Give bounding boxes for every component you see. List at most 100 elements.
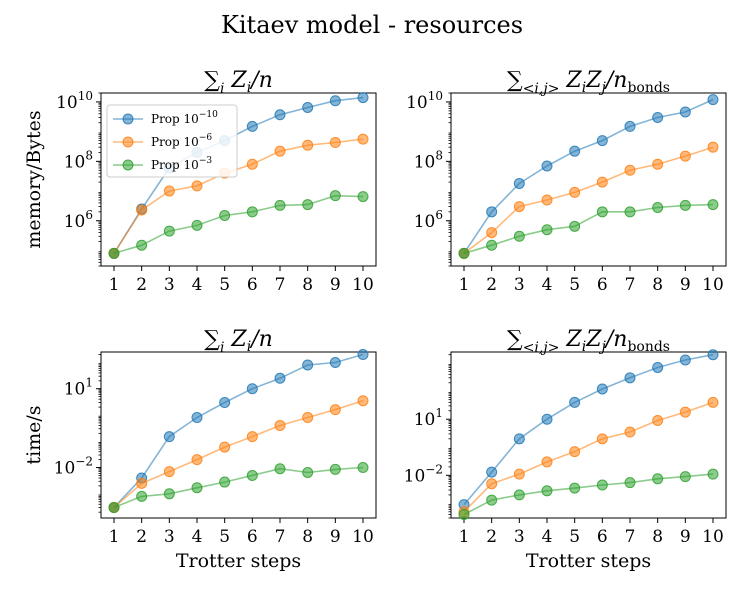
- chart-panel-3: ∑i Zi/n 10−2 101 1 2 3 4 5 6 7 8 9 10 Trotter steps ti…: [23, 327, 377, 572]
- axes-frame: [100, 351, 377, 519]
- x-tick-label: 4: [192, 275, 203, 295]
- series-line: [113, 353, 364, 509]
- data-point: [274, 199, 286, 211]
- x-tick-label: 7: [275, 275, 286, 295]
- data-point: [679, 406, 691, 418]
- data-point: [163, 185, 175, 197]
- y-tick-label: 1010: [406, 89, 443, 113]
- data-point: [513, 489, 525, 501]
- data-point: [219, 396, 231, 408]
- data-point: [302, 101, 314, 113]
- panel-title: ∑<i,j> ZiZj/nbonds: [507, 68, 670, 97]
- data-point: [679, 354, 691, 366]
- data-point: [357, 349, 369, 361]
- data-point: [329, 95, 341, 107]
- x-tick-label: 5: [219, 527, 230, 547]
- series-line: [463, 401, 714, 513]
- data-point: [458, 247, 470, 259]
- data-point: [357, 133, 369, 145]
- data-point: [302, 466, 314, 478]
- x-tick-label: 9: [330, 275, 341, 295]
- series-line: [113, 96, 364, 254]
- series-2: [458, 396, 719, 518]
- data-point: [652, 111, 664, 123]
- data-point: [191, 219, 203, 231]
- data-point: [569, 396, 581, 408]
- data-point: [596, 176, 608, 188]
- data-point: [486, 206, 498, 218]
- data-point: [513, 230, 525, 242]
- x-tick-label: 8: [652, 527, 663, 547]
- x-tick-label: 1: [109, 527, 120, 547]
- series-line: [113, 138, 364, 254]
- data-point: [486, 466, 498, 478]
- data-point: [108, 247, 120, 259]
- data-point: [458, 508, 470, 520]
- data-point: [329, 463, 341, 475]
- data-point: [679, 106, 691, 118]
- data-point: [246, 383, 258, 395]
- data-point: [513, 201, 525, 213]
- data-point: [569, 145, 581, 157]
- y-tick-label: 108: [64, 148, 93, 172]
- data-point: [541, 456, 553, 468]
- data-point: [624, 477, 636, 489]
- data-point: [246, 158, 258, 170]
- data-point: [624, 120, 636, 132]
- panel-title: ∑i Zi/n: [204, 327, 273, 356]
- data-point: [679, 150, 691, 162]
- x-tick-label: 5: [219, 275, 230, 295]
- y-tick-label: 108: [414, 148, 443, 172]
- x-tick-label: 10: [352, 275, 374, 295]
- data-point: [329, 137, 341, 149]
- x-tick-label: 10: [702, 527, 724, 547]
- series-3: [458, 468, 719, 520]
- series-line: [113, 194, 364, 255]
- panel-title: ∑i Zi/n: [204, 68, 273, 97]
- data-point: [191, 180, 203, 192]
- data-point: [357, 191, 369, 203]
- series-2: [458, 141, 719, 259]
- y-tick-label: 10−2: [54, 455, 93, 479]
- x-tick-label: 4: [192, 527, 203, 547]
- series-3: [458, 199, 719, 259]
- x-tick-label: 9: [330, 527, 341, 547]
- data-point: [302, 412, 314, 424]
- data-point: [274, 372, 286, 384]
- x-tick-label: 2: [486, 275, 497, 295]
- data-point: [246, 431, 258, 443]
- data-point: [541, 194, 553, 206]
- data-point: [652, 201, 664, 213]
- data-point: [302, 199, 314, 211]
- data-point: [219, 476, 231, 488]
- figure-title: Kitaev model - resources: [221, 11, 523, 39]
- x-tick-label: 6: [247, 275, 258, 295]
- data-point: [163, 466, 175, 478]
- data-point: [136, 204, 148, 216]
- data-point: [679, 199, 691, 211]
- data-point: [136, 490, 148, 502]
- x-axis-label: Trotter steps: [176, 550, 301, 572]
- x-tick-label: 2: [136, 527, 147, 547]
- axes-frame: [450, 92, 727, 267]
- chart-panel-1: ∑i Zi/n 106 108 1010 1 2 3 4 5 6 7 8 9 10 memory/Bytes…: [23, 68, 377, 295]
- data-point: [191, 454, 203, 466]
- data-point: [541, 160, 553, 172]
- data-point: [329, 404, 341, 416]
- data-point: [219, 210, 231, 222]
- series-line: [463, 473, 714, 516]
- data-point: [329, 190, 341, 202]
- series-line: [113, 466, 364, 509]
- data-point: [707, 199, 719, 211]
- x-tick-label: 2: [136, 275, 147, 295]
- data-point: [486, 239, 498, 251]
- x-tick-label: 3: [514, 527, 525, 547]
- series-line: [463, 353, 714, 506]
- series-line: [463, 98, 714, 254]
- x-tick-label: 9: [680, 527, 691, 547]
- legend-entry: Prop 10−6: [151, 133, 212, 149]
- data-point: [707, 141, 719, 153]
- data-point: [486, 478, 498, 490]
